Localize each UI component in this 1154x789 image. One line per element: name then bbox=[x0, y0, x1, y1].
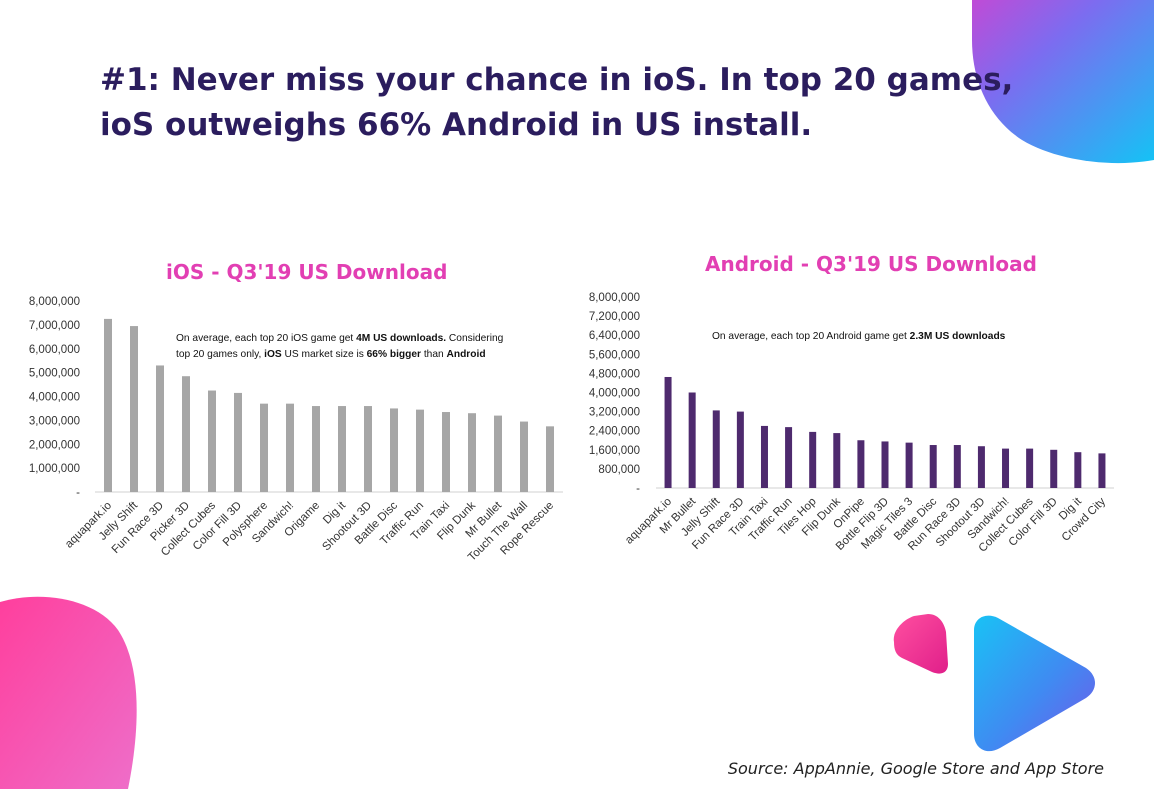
ios-bar bbox=[130, 326, 138, 492]
headline-line-1: #1: Never miss your chance in ioS. In to… bbox=[100, 62, 1014, 98]
android-chart-plot: - 800,000 1,600,000 2,400,000 3,200,000 4,000… bbox=[589, 292, 1114, 555]
headline-line-2: ioS outweighs 66% Android in US install. bbox=[100, 107, 813, 143]
ios-bar bbox=[156, 365, 164, 492]
ios-y-tick-label: 7,000,000 bbox=[29, 320, 80, 332]
android-bar bbox=[905, 442, 913, 488]
android-y-tick-label: 1,600,000 bbox=[589, 445, 640, 457]
android-bar bbox=[664, 376, 672, 488]
android-y-tick-label: 800,000 bbox=[598, 464, 640, 476]
android-bar bbox=[1074, 452, 1082, 488]
ios-y-tick-label: 1,000,000 bbox=[29, 463, 80, 475]
bottom-left-blob-decoration bbox=[0, 596, 137, 789]
android-download-chart: Android - Q3'19 US Download - 800,000 1,60… bbox=[580, 244, 1130, 584]
ios-bar bbox=[208, 390, 216, 492]
android-bar bbox=[809, 431, 817, 488]
android-y-tick-label: 2,400,000 bbox=[589, 426, 640, 438]
ios-bar bbox=[364, 406, 372, 492]
android-y-tick-label: 6,400,000 bbox=[589, 330, 640, 342]
ios-download-chart: iOS - Q3'19 US Download - 1,000,000 2,000,… bbox=[0, 250, 580, 580]
android-bar bbox=[736, 411, 744, 488]
ios-bar bbox=[104, 318, 112, 492]
android-chart-title: Android - Q3'19 US Download bbox=[705, 252, 1037, 276]
android-bar bbox=[1098, 453, 1106, 488]
ios-chart-title: iOS - Q3'19 US Download bbox=[166, 260, 448, 284]
android-y-tick-label: 4,800,000 bbox=[589, 368, 640, 380]
ios-bar bbox=[390, 408, 398, 492]
ios-bar bbox=[286, 403, 294, 492]
ios-bar bbox=[442, 412, 450, 492]
android-y-tick-label: 5,600,000 bbox=[589, 349, 640, 361]
android-bar bbox=[833, 433, 841, 488]
android-bar bbox=[881, 441, 889, 488]
ios-y-tick-label: 3,000,000 bbox=[29, 415, 80, 427]
android-bar bbox=[929, 445, 937, 488]
headline: #1: Never miss your chance in ioS. In to… bbox=[100, 58, 1100, 148]
ios-chart-plot: - 1,000,000 2,000,000 3,000,000 4,000,000 5,0… bbox=[29, 296, 563, 564]
ios-y-tick-label: 4,000,000 bbox=[29, 392, 80, 404]
ios-bar bbox=[468, 413, 476, 492]
ios-y-tick-label: 5,000,000 bbox=[29, 368, 80, 380]
android-y-tick-label: 3,200,000 bbox=[589, 407, 640, 419]
source-caption: Source: AppAnnie, Google Store and App S… bbox=[727, 759, 1104, 778]
android-chart-note: On average, each top 20 Android game get… bbox=[712, 331, 1006, 342]
ios-chart-note: On average, each top 20 iOS game get 4M … bbox=[176, 333, 504, 360]
ios-bar bbox=[546, 426, 554, 492]
android-bar bbox=[785, 427, 793, 488]
ios-bar bbox=[494, 415, 502, 492]
android-bar bbox=[857, 440, 865, 488]
top-right-blob-decoration bbox=[972, 0, 1154, 164]
android-bar bbox=[712, 410, 720, 488]
ios-bar bbox=[416, 409, 424, 492]
ios-y-tick-label: 6,000,000 bbox=[29, 344, 80, 356]
ios-bar bbox=[520, 421, 528, 492]
ios-bar bbox=[312, 406, 320, 492]
android-y-tick-label: 7,200,000 bbox=[589, 311, 640, 323]
ios-bar bbox=[260, 403, 268, 492]
ios-bar bbox=[338, 406, 346, 492]
ios-bar bbox=[182, 376, 190, 492]
ios-y-tick-label: 2,000,000 bbox=[29, 439, 80, 451]
ios-bar bbox=[234, 392, 242, 492]
android-bar bbox=[977, 446, 985, 488]
android-bar bbox=[760, 425, 768, 488]
android-y-tick-label: 4,000,000 bbox=[589, 388, 640, 400]
play-logo-icon bbox=[893, 614, 1095, 752]
android-bar bbox=[1050, 449, 1058, 488]
android-bar bbox=[688, 392, 696, 488]
android-bar bbox=[953, 445, 961, 488]
android-y-tick-label: - bbox=[636, 483, 640, 495]
android-bar bbox=[1002, 448, 1010, 488]
android-y-tick-label: 8,000,000 bbox=[589, 292, 640, 304]
ios-y-tick-label: - bbox=[76, 487, 80, 499]
ios-y-tick-label: 8,000,000 bbox=[29, 296, 80, 308]
android-bar bbox=[1026, 448, 1034, 488]
